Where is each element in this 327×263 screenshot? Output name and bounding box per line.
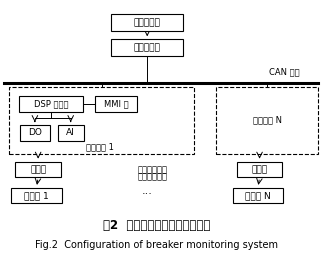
Text: DSP 主控板: DSP 主控板 bbox=[34, 99, 68, 109]
Text: CAN 总线: CAN 总线 bbox=[269, 68, 299, 77]
Text: 断路器 N: 断路器 N bbox=[245, 191, 271, 200]
Text: 传感器: 传感器 bbox=[251, 165, 267, 174]
FancyBboxPatch shape bbox=[11, 188, 62, 204]
Text: AI: AI bbox=[66, 128, 75, 137]
Text: 断路器 1: 断路器 1 bbox=[24, 191, 49, 200]
FancyBboxPatch shape bbox=[237, 161, 282, 177]
Text: 监测装置 1: 监测装置 1 bbox=[86, 143, 114, 152]
Text: 上位机系统: 上位机系统 bbox=[134, 18, 161, 27]
Text: MMI 板: MMI 板 bbox=[104, 99, 129, 109]
FancyBboxPatch shape bbox=[15, 161, 61, 177]
Text: 图2  断路器在线监测系统的结构: 图2 断路器在线监测系统的结构 bbox=[103, 219, 211, 232]
Text: 传感器: 传感器 bbox=[30, 165, 46, 174]
FancyBboxPatch shape bbox=[58, 125, 84, 141]
FancyBboxPatch shape bbox=[233, 188, 283, 204]
Text: 通信前置机: 通信前置机 bbox=[134, 43, 161, 52]
FancyBboxPatch shape bbox=[20, 125, 49, 141]
FancyBboxPatch shape bbox=[19, 96, 83, 112]
FancyBboxPatch shape bbox=[112, 14, 183, 32]
Text: DO: DO bbox=[28, 128, 42, 137]
Text: ···: ··· bbox=[142, 189, 153, 199]
FancyBboxPatch shape bbox=[95, 96, 137, 112]
FancyBboxPatch shape bbox=[112, 39, 183, 56]
Text: 电流测量、行: 电流测量、行 bbox=[137, 165, 167, 174]
Text: 程、振动测量: 程、振动测量 bbox=[137, 173, 167, 182]
Text: Fig.2  Configuration of breaker monitoring system: Fig.2 Configuration of breaker monitorin… bbox=[36, 240, 279, 250]
Text: 监测装置 N: 监测装置 N bbox=[252, 115, 282, 124]
